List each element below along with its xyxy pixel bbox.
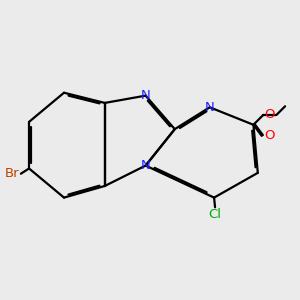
Text: N: N: [205, 101, 214, 114]
Text: N: N: [141, 159, 151, 172]
Text: O: O: [265, 109, 275, 122]
Text: N: N: [141, 89, 151, 102]
Text: O: O: [264, 129, 274, 142]
Text: Cl: Cl: [208, 208, 222, 221]
Text: Br: Br: [5, 167, 20, 180]
